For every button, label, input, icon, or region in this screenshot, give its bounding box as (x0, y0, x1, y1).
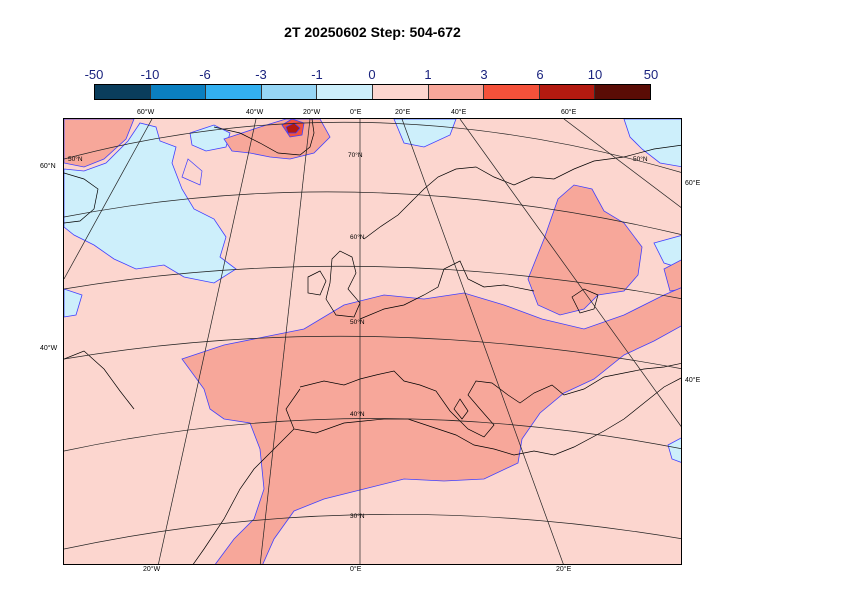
latitude-label: 50°N (350, 318, 365, 326)
graticule-parallel (64, 121, 681, 173)
colorbar-segment (317, 85, 373, 99)
colorbar-segment (428, 85, 485, 99)
colorbar-segment (372, 85, 429, 99)
colorbar-segment (150, 85, 207, 99)
graticule-parallel (64, 335, 681, 369)
coastline-west-africa (192, 428, 295, 564)
graticule-parallel (64, 418, 681, 452)
colorbar-label: -1 (311, 67, 323, 82)
longitude-label-bottom: 20°E (556, 566, 572, 573)
map-panel: 70°N 60°N 50°N 40°N 30°N 50°N 50°N (63, 118, 682, 565)
page-title: 2T 20250602 Step: 504-672 (284, 24, 461, 40)
warm-anomaly-region (181, 287, 681, 564)
graticule-parallel (64, 191, 681, 235)
graticule-meridian (401, 119, 564, 564)
colorbar-label: -10 (140, 67, 160, 82)
latitude-label: 30°N (350, 512, 365, 520)
coastlines (64, 119, 681, 564)
colorbar-segment (595, 85, 650, 99)
warm-anomaly-region (223, 119, 331, 160)
cold-anomaly-region (653, 235, 681, 269)
right-axis-label: 40°E (685, 377, 701, 384)
colorbar-segment (539, 85, 596, 99)
colorbar-segment (261, 85, 318, 99)
colorbar-label: -6 (199, 67, 211, 82)
warm-anomaly-region (64, 119, 135, 168)
coastline-atlantic-isle (64, 350, 135, 410)
graticule-meridian (64, 119, 153, 280)
coastline-ireland (307, 270, 327, 296)
left-axis-label: 60°N (40, 163, 56, 170)
coastline-scandinavia (363, 144, 681, 240)
coastline-mediterranean-north (299, 363, 681, 438)
colorbar (94, 84, 651, 100)
graticule-meridian (459, 119, 681, 427)
latitude-label: 70°N (348, 151, 363, 159)
colorbar-label: 0 (368, 67, 376, 82)
longitude-label-bottom: 20°W (143, 566, 161, 573)
coastline-sardinia (453, 398, 469, 420)
colorbar-segment (95, 85, 151, 99)
longitude-label-top: 20°E (395, 109, 411, 116)
longitude-label-top: 60°E (561, 109, 577, 116)
graticule-meridian (563, 119, 681, 208)
warm-anomaly-region (181, 158, 203, 186)
coastline-black-sea (571, 288, 599, 314)
colorbar-label: 3 (480, 67, 488, 82)
latitude-label: 50°N (633, 155, 648, 163)
colorbar-label: 6 (536, 67, 544, 82)
longitude-label-bottom: 0°E (350, 566, 362, 573)
latitude-label: 40°N (350, 410, 365, 418)
graticule-meridian (259, 119, 311, 564)
map-svg: 70°N 60°N 50°N 40°N 30°N 50°N 50°N (64, 119, 681, 564)
cold-anomaly-region (64, 288, 83, 318)
colorbar-label: 50 (643, 67, 659, 82)
warm-anomaly-region (663, 259, 681, 292)
graticule (64, 119, 681, 564)
coastline-greenland (213, 119, 315, 156)
longitude-label-top: 0°E (350, 109, 362, 116)
longitude-label-top: 40°W (246, 109, 264, 116)
longitude-label-top: 60°W (137, 109, 155, 116)
right-axis-label: 60°E (685, 180, 701, 187)
warm-anomaly-region (527, 184, 643, 316)
colorbar-label: -50 (84, 67, 104, 82)
cold-anomaly-region (623, 119, 681, 168)
graticule-meridian (158, 119, 257, 564)
latitude-label: 50°N (68, 155, 83, 163)
graticule-parallel (64, 513, 681, 550)
longitude-label-top: 40°E (451, 109, 467, 116)
colorbar-label: 10 (587, 67, 603, 82)
longitude-label-top: 20°W (303, 109, 321, 116)
graticule-parallel (64, 265, 681, 299)
coastline-north-africa (285, 377, 681, 456)
latitude-label: 60°N (350, 233, 365, 241)
colorbar-segment (484, 85, 540, 99)
coastline-north-america (64, 172, 99, 224)
colorbar-label: 1 (424, 67, 432, 82)
left-axis-label: 40°W (40, 345, 58, 352)
colorbar-segment (206, 85, 262, 99)
cold-anomaly-region (667, 437, 681, 463)
colorbar-label: -3 (255, 67, 267, 82)
